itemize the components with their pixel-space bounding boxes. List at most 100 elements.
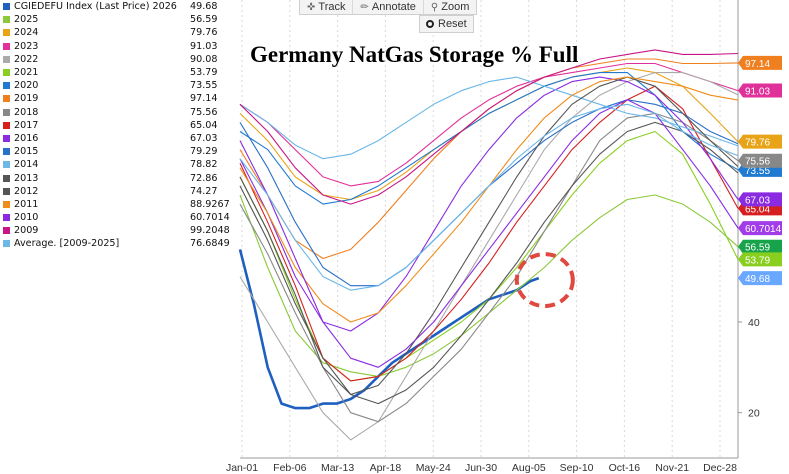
legend-series-value: 91.03 — [190, 40, 218, 52]
legend-swatch — [3, 42, 10, 50]
legend-series-name: 2014 — [14, 159, 39, 171]
legend-item: 2020 73.55 — [0, 79, 238, 92]
legend-series-name: 2020 — [14, 80, 39, 92]
reset-button[interactable]: Reset — [419, 15, 474, 33]
series-line — [239, 103, 739, 291]
series-line — [239, 67, 739, 201]
legend-series-name: 2019 — [14, 93, 39, 105]
legend-series-name: 2024 — [14, 27, 39, 39]
legend-swatch — [3, 3, 10, 11]
legend-series-value: 97.14 — [190, 93, 218, 105]
legend-series-name: Average. [2009-2025] — [14, 238, 120, 250]
legend-item: 2025 56.59 — [0, 13, 238, 26]
legend-item: 2017 65.04 — [0, 119, 238, 132]
tag-box — [738, 271, 782, 286]
legend-series-value: 49.68 — [190, 1, 218, 13]
legend-swatch — [3, 174, 10, 182]
magnifier-icon: ⚲ — [430, 1, 439, 13]
legend-series-value: 53.79 — [190, 67, 218, 79]
legend-swatch — [3, 69, 10, 77]
tag-label: 53.79 — [745, 255, 770, 266]
zoom-button[interactable]: ⚲ Zoom — [424, 0, 476, 14]
legend-item: 2010 60.7014 — [0, 211, 238, 224]
legend-series-value: 60.7014 — [190, 212, 230, 224]
chart-toolbar: ✜ Track ✏ Annotate ⚲ Zoom — [299, 0, 478, 15]
last-value-tag: 53.79 — [738, 252, 782, 267]
series-line — [239, 99, 739, 368]
legend-series-name: 2017 — [14, 119, 39, 131]
legend-series-value: 74.27 — [190, 185, 218, 197]
y-tick-label: 20 — [748, 408, 760, 420]
tag-box — [738, 83, 782, 98]
legend-series-name: CGIEDEFU Index (Last Price) 2026 — [14, 1, 177, 13]
tag-box — [738, 153, 782, 168]
legend-item: 2016 67.03 — [0, 132, 238, 145]
tag-box — [738, 239, 782, 254]
annotation-circle — [514, 252, 575, 309]
tag-label: 79.76 — [745, 138, 770, 149]
legend-swatch — [3, 227, 10, 235]
tag-label: 65.04 — [745, 204, 770, 215]
legend-item: 2022 90.08 — [0, 53, 238, 66]
legend-series-name: 2015 — [14, 146, 39, 158]
x-tick-label: Jun-30 — [465, 462, 497, 474]
last-value-tag: 49.68 — [738, 271, 782, 286]
crosshair-icon: ✜ — [307, 1, 316, 13]
legend-item: 2018 75.56 — [0, 106, 238, 119]
legend-swatch — [3, 187, 10, 195]
series-line — [239, 99, 739, 287]
y-tick-label: 40 — [748, 317, 760, 329]
legend-series-value: 56.59 — [190, 14, 218, 26]
legend-item: 2013 72.86 — [0, 171, 238, 184]
x-tick-label: Oct-16 — [609, 462, 641, 474]
annotate-button[interactable]: ✏ Annotate — [353, 0, 424, 14]
tag-box — [738, 252, 782, 267]
tag-label: 60.7014 — [745, 224, 782, 235]
series-line — [239, 58, 739, 260]
legend-swatch — [3, 121, 10, 129]
legend-series-value: 78.82 — [190, 159, 218, 171]
legend-series-value: 76.6849 — [190, 238, 230, 250]
legend-series-value: 72.86 — [190, 172, 218, 184]
legend-item: 2012 74.27 — [0, 185, 238, 198]
tag-box — [738, 55, 782, 70]
legend-swatch — [3, 95, 10, 103]
legend-item: 2011 88.9267 — [0, 198, 238, 211]
legend-item: 2019 97.14 — [0, 92, 238, 105]
legend-series-name: 2011 — [14, 198, 39, 210]
legend-series-name: 2022 — [14, 53, 39, 65]
series-line — [238, 249, 540, 410]
legend-swatch — [3, 214, 10, 222]
x-tick-label: Aug-05 — [512, 462, 546, 474]
tag-label: 97.14 — [745, 59, 770, 70]
legend-swatch — [3, 200, 10, 208]
series-line — [239, 121, 739, 405]
legend-item: 2014 78.82 — [0, 158, 238, 171]
x-tick-label: Mar-13 — [321, 462, 354, 474]
track-button[interactable]: ✜ Track — [300, 0, 354, 14]
tag-label: 56.59 — [745, 243, 770, 254]
tag-label: 67.03 — [745, 195, 770, 206]
series-line — [239, 85, 739, 382]
series-line — [239, 76, 739, 160]
legend-series-value: 75.56 — [190, 106, 218, 118]
legend-series-value: 67.03 — [190, 132, 218, 144]
annotate-label: Annotate — [371, 1, 416, 13]
zoom-label: Zoom — [441, 1, 470, 13]
legend-item: 2021 53.79 — [0, 66, 238, 79]
last-value-tag: 91.03 — [738, 83, 782, 98]
legend-swatch — [3, 148, 10, 156]
legend-swatch — [3, 134, 10, 142]
legend-series-name: 2025 — [14, 14, 39, 26]
legend-swatch — [3, 240, 10, 248]
x-tick-label: Dec-28 — [703, 462, 737, 474]
legend-series-value: 65.04 — [190, 119, 218, 131]
legend-series-name: 2023 — [14, 40, 39, 52]
tag-label: 73.55 — [745, 166, 770, 177]
legend-swatch — [3, 29, 10, 37]
series-line — [239, 76, 739, 396]
legend-swatch — [3, 108, 10, 116]
legend-item: Average. [2009-2025] 76.6849 — [0, 237, 238, 250]
track-label: Track — [318, 1, 346, 13]
legend-item: 2024 79.76 — [0, 26, 238, 39]
